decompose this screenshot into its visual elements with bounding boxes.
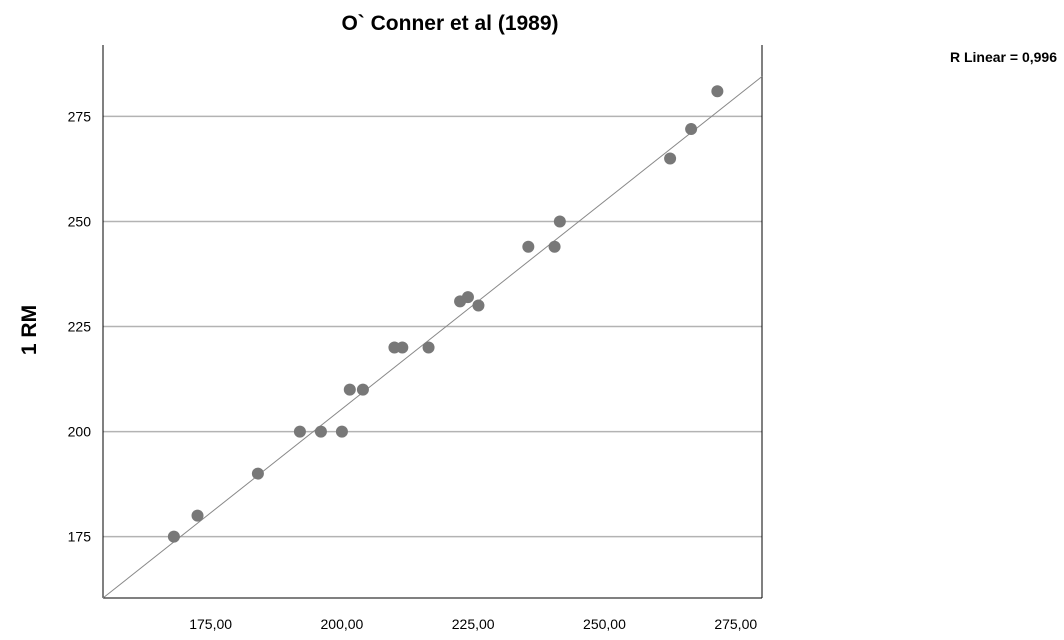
data-point: [356, 383, 369, 396]
axes: [102, 45, 763, 599]
data-point: [422, 341, 435, 354]
y-tick-label: 250: [68, 213, 92, 229]
data-point: [343, 383, 356, 396]
y-tick-label: 200: [68, 424, 92, 440]
data-point: [251, 467, 264, 480]
x-tick-label: 250,00: [583, 616, 626, 632]
x-tick-label: 225,00: [452, 616, 495, 632]
data-point: [553, 215, 566, 228]
data-point: [711, 85, 724, 98]
data-point: [472, 299, 485, 312]
data-point: [167, 530, 180, 543]
chart-title: O` Conner et al (1989): [341, 12, 558, 35]
data-point: [314, 425, 327, 438]
data-point: [396, 341, 409, 354]
r-linear-annotation: R Linear = 0,996: [950, 49, 1057, 65]
data-point: [293, 425, 306, 438]
data-point: [548, 240, 561, 253]
data-point: [664, 152, 677, 165]
fit-line: [102, 76, 763, 599]
y-axis-label: 1 RM: [18, 305, 41, 355]
data-points: [167, 85, 724, 543]
x-tick-label: 175,00: [189, 616, 232, 632]
data-point: [685, 123, 698, 136]
y-tick-label: 175: [68, 529, 92, 545]
x-tick-label: 275,00: [714, 616, 757, 632]
y-tick-label: 225: [68, 319, 92, 335]
x-tick-label: 200,00: [321, 616, 364, 632]
data-point: [461, 291, 474, 304]
tick-labels: 175 200 225 250 275 175,00 200,00 225,00 250,00 2…: [68, 108, 758, 632]
data-point: [191, 509, 204, 522]
y-tick-label: 275: [68, 108, 92, 124]
grid-lines: [103, 115, 762, 538]
data-point: [522, 240, 535, 253]
data-point: [335, 425, 348, 438]
